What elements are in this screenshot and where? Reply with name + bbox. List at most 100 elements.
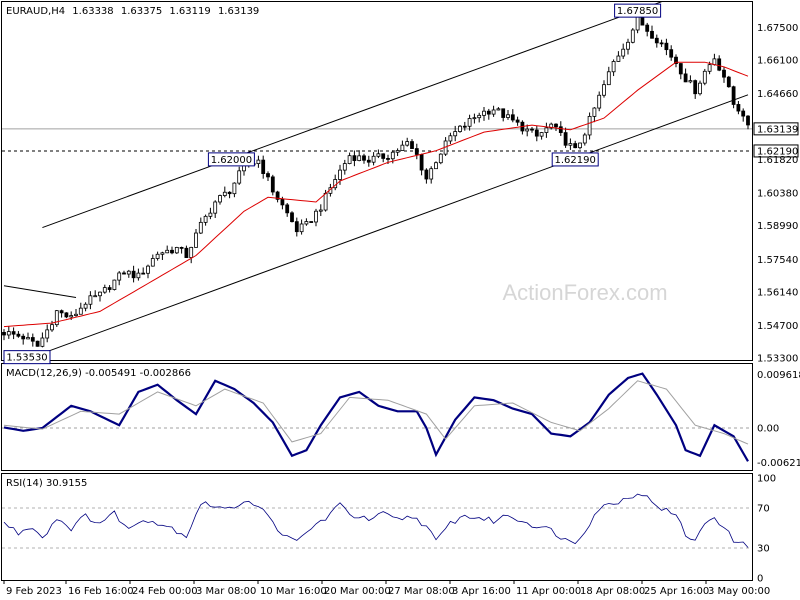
candle-body (707, 64, 712, 72)
candle-body (467, 118, 472, 127)
candle-body (323, 192, 328, 211)
candle-body (506, 114, 510, 118)
candle-body (515, 119, 520, 123)
candle-body (222, 191, 227, 196)
rsi-axis-tick: 0 (757, 574, 763, 585)
macd-layer (2, 372, 752, 462)
candle-body (126, 270, 131, 275)
x-axis-tick: 25 Apr 16:00 (644, 586, 709, 597)
candle-body (501, 108, 506, 118)
candle-body (2, 331, 6, 336)
channel-lower-line (42, 94, 749, 354)
candle-body (131, 270, 136, 279)
x-axis-tick: 3 May 00:00 (708, 586, 770, 597)
low-value: 1.63119 (169, 6, 210, 17)
candle-body (482, 110, 486, 116)
candle-body (621, 48, 626, 57)
candle-body (136, 272, 141, 279)
annotation-box (551, 152, 599, 167)
price-axis-tick: 1.56140 (757, 287, 798, 298)
candle-body (69, 315, 74, 318)
price-axis-tick: 1.67500 (757, 23, 798, 34)
candle-body (179, 247, 184, 249)
x-axis-tick: 10 Mar 16:00 (260, 586, 327, 597)
candle-body (189, 246, 194, 258)
chart-header: EURAUD,H4 1.63338 1.63375 1.63119 1.6313… (6, 6, 259, 17)
rsi-axis-tick: 30 (757, 544, 770, 555)
candle-body (702, 70, 707, 84)
candle-body (386, 158, 390, 160)
candle-body (318, 209, 323, 212)
candle-body (362, 155, 366, 161)
candle-body (174, 247, 179, 254)
price-axis-tick: 1.66100 (757, 55, 798, 66)
candle-body (746, 115, 750, 126)
candle-body (266, 173, 270, 178)
price-level-box (753, 122, 799, 136)
moving-average-line (3, 61, 749, 328)
candle-body (208, 212, 213, 217)
candle-body (285, 204, 290, 214)
macd-title: MACD(12,26,9) -0.005491 -0.002866 (6, 368, 191, 379)
candle-body (419, 154, 424, 171)
candle-body (626, 41, 630, 50)
candle-body (698, 82, 702, 95)
candle-body (381, 153, 386, 159)
candle-body (314, 210, 318, 223)
candle-body (11, 331, 16, 335)
candle-body (165, 249, 170, 254)
candle-body (21, 335, 26, 340)
candle-body (83, 303, 88, 309)
candle-body (731, 86, 736, 105)
candle-body (366, 159, 371, 163)
candle-body (525, 128, 530, 132)
price-axis-tick: 1.63139 (757, 124, 798, 135)
candle-body (40, 337, 45, 347)
candle-body (194, 232, 198, 248)
candle-body (35, 340, 40, 347)
candle-body (486, 110, 491, 115)
annotation-label: 1.67850 (617, 6, 658, 17)
annotation-label: 1.62000 (211, 155, 252, 166)
candle-body (544, 127, 549, 133)
candle-body (530, 128, 534, 131)
x-axis-tick: 11 Apr 00:00 (516, 586, 581, 597)
candle-body (654, 37, 659, 44)
price-axis-tick: 1.60380 (757, 189, 798, 200)
candle-body (6, 331, 11, 336)
candle-body (50, 324, 54, 331)
candle-body (74, 313, 78, 316)
price-panel-frame (1, 1, 753, 361)
candle-body (270, 176, 275, 193)
candle-body (434, 162, 438, 170)
price-level-box (753, 144, 799, 158)
x-axis-tick: 3 Mar 08:00 (196, 586, 256, 597)
candle-body (659, 42, 664, 45)
rsi-axis-tick: 70 (757, 504, 770, 515)
candle-body (390, 151, 395, 160)
candle-body (405, 141, 410, 146)
candle-body (582, 134, 587, 144)
candle-body (93, 295, 98, 298)
candle-body (414, 148, 419, 155)
price-axis-tick: 1.61820 (757, 155, 798, 166)
x-axis-tick: 9 Feb 2023 (6, 586, 62, 597)
candle-body (59, 310, 64, 314)
candle-body (496, 108, 501, 111)
candle-body (578, 142, 582, 149)
x-axis-tick: 3 Apr 16:00 (452, 586, 511, 597)
symbol-label: EURAUD,H4 (6, 6, 65, 17)
candle-body (429, 168, 434, 180)
candle-body (592, 107, 597, 117)
candle-body (304, 221, 309, 225)
candle-body (568, 143, 573, 146)
candle-body (299, 223, 304, 233)
candle-body (88, 295, 93, 305)
candle-body (45, 329, 50, 339)
signal-line (3, 380, 749, 445)
macd-axis-tick: 0.00 (757, 424, 779, 435)
candle-body (597, 94, 602, 109)
candle-body (462, 125, 467, 128)
candle-body (117, 272, 122, 281)
